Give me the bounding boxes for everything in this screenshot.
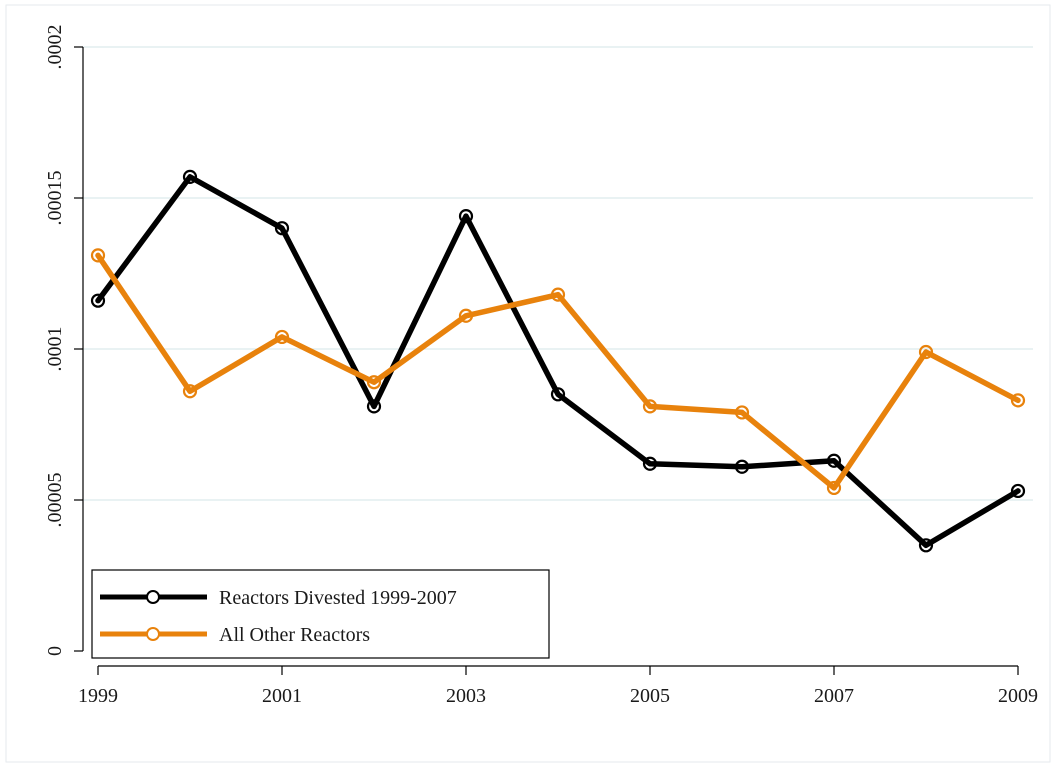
data-point xyxy=(90,248,106,263)
y-tick-label: .0001 xyxy=(44,327,66,372)
data-point xyxy=(182,169,198,184)
legend-marker-divested xyxy=(146,590,160,604)
data-point xyxy=(642,399,658,414)
legend: Reactors Divested 1999-2007 All Other Re… xyxy=(91,569,550,659)
data-point xyxy=(90,293,106,308)
y-tick-label: .00015 xyxy=(44,171,66,226)
data-point xyxy=(734,459,750,474)
x-tick-label: 1999 xyxy=(78,685,118,707)
data-point xyxy=(918,344,934,360)
x-tick-label: 2001 xyxy=(262,685,302,707)
series-line xyxy=(95,174,1021,549)
x-tick-label: 2007 xyxy=(814,685,854,707)
x-tick-label: 2009 xyxy=(998,685,1038,707)
data-point xyxy=(274,329,290,345)
series-reactors-divested xyxy=(90,169,1026,553)
data-point xyxy=(642,456,658,471)
series-all-other-reactors xyxy=(90,248,1026,496)
data-point xyxy=(734,405,750,420)
axes: 0 .00005 .0001 .00015 .0002 1999 2001 2003 2005 2… xyxy=(44,25,1038,708)
series-lines xyxy=(90,169,1026,553)
data-point xyxy=(274,221,290,236)
series-line xyxy=(95,252,1021,491)
data-point xyxy=(458,308,474,323)
data-point xyxy=(182,384,198,399)
data-point xyxy=(366,375,382,390)
data-point xyxy=(1010,393,1026,408)
x-tick-label: 2005 xyxy=(630,685,670,707)
data-point xyxy=(1010,483,1026,499)
data-point xyxy=(826,480,842,496)
y-tick-label: .0002 xyxy=(44,25,66,70)
y-tick-label: 0 xyxy=(44,646,66,656)
data-point xyxy=(550,287,566,302)
data-point xyxy=(826,453,842,468)
x-tick-label: 2003 xyxy=(446,685,486,707)
data-point xyxy=(366,399,382,414)
legend-label-divested: Reactors Divested 1999-2007 xyxy=(219,587,457,609)
y-tick-label: .00005 xyxy=(44,473,66,528)
data-point xyxy=(458,209,474,224)
data-point xyxy=(550,387,566,402)
legend-box xyxy=(91,569,550,659)
data-point xyxy=(918,538,934,553)
legend-marker-other xyxy=(146,627,160,641)
legend-label-other: All Other Reactors xyxy=(219,624,370,646)
